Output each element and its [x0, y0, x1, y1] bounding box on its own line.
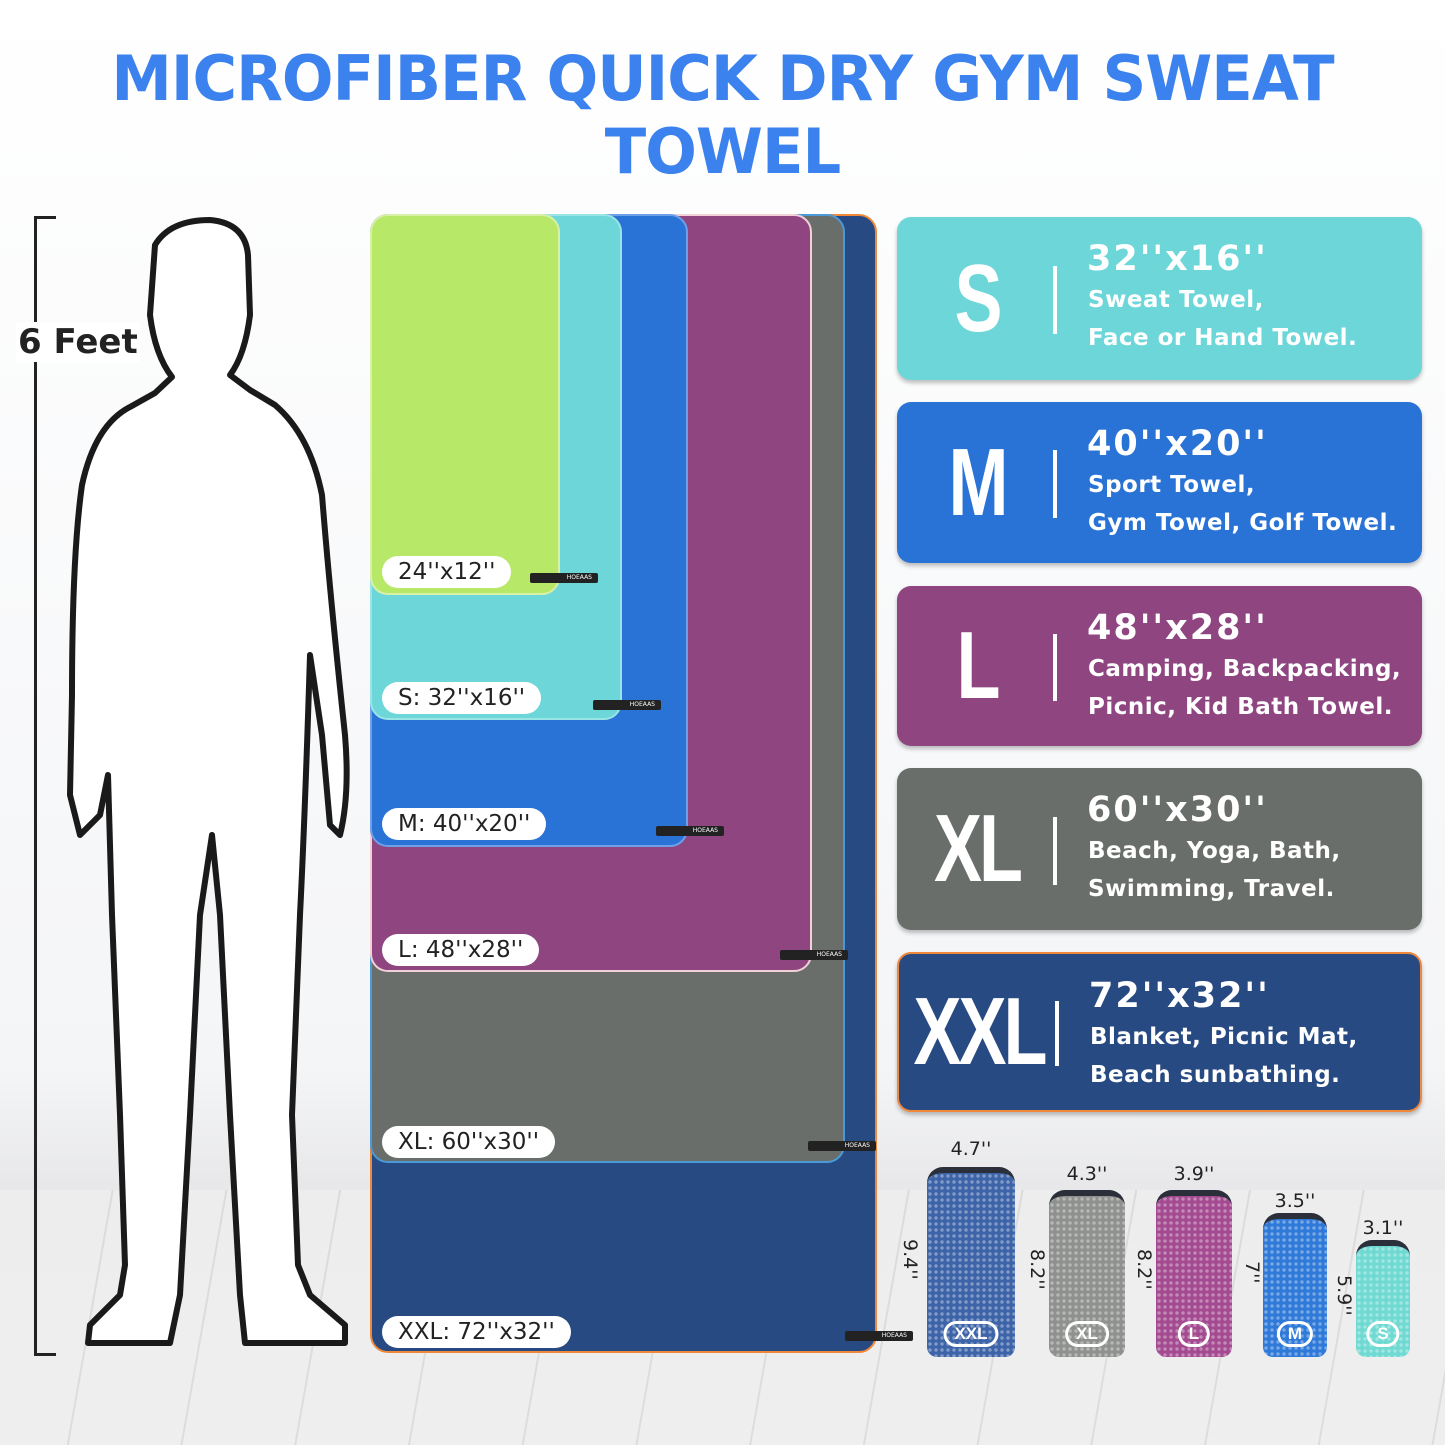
bag-badge: S [1366, 1321, 1400, 1347]
towel-label: M: 40''x20'' [382, 808, 547, 840]
size-use: Camping, Backpacking, [1088, 656, 1402, 682]
size-card-s: S 32''x16'' Sweat Towel, Face or Hand Towel… [897, 217, 1422, 380]
towel-label: S: 32''x16'' [382, 682, 542, 714]
size-use: Gym Towel, Golf Towel. [1088, 510, 1398, 536]
bag-height: 7'' [1241, 1261, 1263, 1284]
size-use: Swimming, Travel. [1088, 876, 1335, 902]
height-label: 6 Feet [16, 322, 140, 362]
size-dims: 72''x32'' [1089, 976, 1270, 1016]
size-use: Blanket, Picnic Mat, [1090, 1024, 1358, 1050]
divider [1055, 1000, 1059, 1067]
towel-label: XXL: 72''x32'' [382, 1316, 571, 1348]
size-card-l: L 48''x28'' Camping, Backpacking, Picnic, K… [897, 586, 1422, 746]
brand-tag: HOEAAS [780, 950, 848, 960]
size-card-xxl: XXL 72''x32'' Blanket, Picnic Mat, Beach su… [897, 952, 1422, 1112]
size-dims: 32''x16'' [1087, 239, 1268, 279]
page-title: MICROFIBER QUICK DRY GYM SWEAT TOWEL [111, 42, 1334, 188]
bag-height: 8.2'' [1026, 1249, 1048, 1290]
size-use: Picnic, Kid Bath Towel. [1088, 694, 1394, 720]
size-letter: M [948, 428, 1009, 536]
size-dims: 60''x30'' [1087, 790, 1268, 830]
person-silhouette [67, 217, 350, 1346]
towel-label: XL: 60''x30'' [382, 1126, 556, 1158]
size-use: Sport Towel, [1088, 472, 1256, 498]
size-letter: S [954, 244, 1002, 352]
size-use: Beach, Yoga, Bath, [1088, 838, 1341, 864]
bag-s: S [1356, 1240, 1410, 1357]
towel-xs: 24''x12'' [370, 214, 560, 595]
size-dims: 48''x28'' [1087, 608, 1268, 648]
brand-tag: HOEAAS [593, 700, 661, 710]
towel-label: 24''x12'' [382, 556, 512, 588]
brand-tag: HOEAAS [808, 1141, 876, 1151]
size-letter: XL [933, 795, 1023, 902]
bag-badge: L [1177, 1321, 1211, 1347]
bag-height: 8.2'' [1133, 1249, 1155, 1290]
bag-m: M [1263, 1213, 1327, 1357]
size-letter: L [956, 612, 1001, 719]
brand-tag: HOEAAS [845, 1331, 913, 1341]
size-card-xl: XL 60''x30'' Beach, Yoga, Bath, Swimming, T… [897, 768, 1422, 930]
bag-width: 4.3'' [1066, 1163, 1108, 1185]
bag-height: 5.9'' [1333, 1275, 1355, 1316]
size-dims: 40''x20'' [1087, 424, 1268, 464]
size-letter: XXL [913, 978, 1047, 1085]
bag-xxl: XXL [927, 1167, 1015, 1357]
size-use: Face or Hand Towel. [1088, 325, 1358, 351]
divider [1053, 816, 1057, 885]
bag-height: 9.4'' [899, 1239, 921, 1280]
brand-tag: HOEAAS [530, 573, 598, 583]
divider [1053, 450, 1057, 518]
bag-xl: XL [1049, 1190, 1125, 1357]
height-ruler [34, 216, 56, 1356]
bag-badge: XXL [943, 1321, 999, 1347]
brand-tag: HOEAAS [656, 826, 724, 836]
towel-label: L: 48''x28'' [382, 934, 540, 966]
bag-badge: M [1276, 1321, 1314, 1347]
size-use: Sweat Towel, [1088, 287, 1264, 313]
bag-width: 3.9'' [1173, 1163, 1215, 1185]
bag-badge: XL [1065, 1321, 1109, 1347]
divider [1053, 265, 1057, 335]
bag-l: L [1156, 1190, 1232, 1357]
bag-width: 4.7'' [950, 1138, 992, 1160]
size-card-m: M 40''x20'' Sport Towel, Gym Towel, Golf To… [897, 402, 1422, 563]
bag-width: 3.5'' [1274, 1190, 1316, 1212]
divider [1053, 634, 1057, 702]
bag-width: 3.1'' [1362, 1217, 1404, 1239]
size-use: Beach sunbathing. [1090, 1062, 1341, 1088]
